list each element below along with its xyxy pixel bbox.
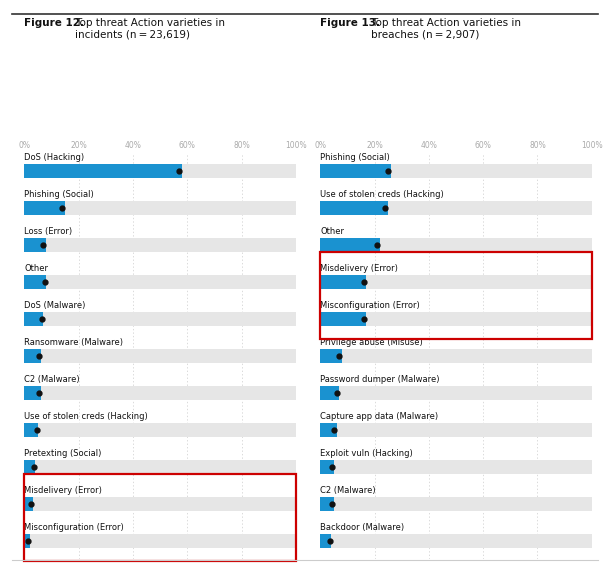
Text: Other: Other xyxy=(24,264,48,273)
Bar xyxy=(320,460,592,474)
Bar xyxy=(24,201,296,215)
Text: Misconfiguration (Error): Misconfiguration (Error) xyxy=(320,301,420,310)
Text: Figure 12.: Figure 12. xyxy=(24,18,84,28)
Text: Phishing (Social): Phishing (Social) xyxy=(24,190,94,199)
Bar xyxy=(24,386,296,400)
Text: Top threat Action varieties in
breaches (n = 2,907): Top threat Action varieties in breaches … xyxy=(371,18,521,40)
Bar xyxy=(24,201,65,215)
Bar xyxy=(24,534,296,548)
Bar xyxy=(320,386,339,400)
Text: C2 (Malware): C2 (Malware) xyxy=(320,486,376,494)
Text: Ransomware (Malware): Ransomware (Malware) xyxy=(24,338,123,347)
Text: Exploit vuln (Hacking): Exploit vuln (Hacking) xyxy=(320,449,413,458)
Bar xyxy=(24,238,296,252)
Text: Use of stolen creds (Hacking): Use of stolen creds (Hacking) xyxy=(24,412,148,421)
Bar xyxy=(320,423,337,437)
Bar xyxy=(320,349,592,363)
Bar xyxy=(24,497,296,511)
Bar xyxy=(320,497,592,511)
Bar xyxy=(24,423,38,437)
Text: Pretexting (Social): Pretexting (Social) xyxy=(24,449,102,458)
Bar xyxy=(320,275,592,289)
Bar xyxy=(24,275,296,289)
Bar xyxy=(320,201,388,215)
Text: Loss (Error): Loss (Error) xyxy=(24,227,73,236)
Bar xyxy=(320,164,592,178)
Bar xyxy=(320,423,592,437)
Bar xyxy=(24,497,32,511)
Bar xyxy=(24,386,41,400)
Bar xyxy=(24,312,296,326)
Bar xyxy=(320,164,391,178)
Bar xyxy=(320,460,334,474)
Bar xyxy=(24,534,30,548)
Bar xyxy=(320,238,592,252)
Bar xyxy=(24,460,35,474)
Bar xyxy=(320,534,592,548)
Bar xyxy=(24,312,43,326)
Bar xyxy=(320,497,334,511)
Bar xyxy=(24,275,46,289)
Bar xyxy=(320,349,342,363)
Bar xyxy=(24,423,296,437)
Bar xyxy=(320,201,592,215)
Text: Phishing (Social): Phishing (Social) xyxy=(320,153,390,162)
Bar xyxy=(24,349,41,363)
Bar xyxy=(320,252,592,339)
Bar xyxy=(320,275,367,289)
Bar xyxy=(320,312,592,326)
Text: Capture app data (Malware): Capture app data (Malware) xyxy=(320,412,439,421)
Text: Other: Other xyxy=(320,227,344,236)
Bar xyxy=(320,386,592,400)
Bar xyxy=(320,312,367,326)
Bar xyxy=(24,474,296,561)
Text: DoS (Malware): DoS (Malware) xyxy=(24,301,86,310)
Text: Misconfiguration (Error): Misconfiguration (Error) xyxy=(24,523,124,532)
Text: Privilege abuse (Misuse): Privilege abuse (Misuse) xyxy=(320,338,423,347)
Text: Password dumper (Malware): Password dumper (Malware) xyxy=(320,375,440,384)
Bar xyxy=(24,238,46,252)
Text: Use of stolen creds (Hacking): Use of stolen creds (Hacking) xyxy=(320,190,444,199)
Bar xyxy=(24,349,296,363)
Text: DoS (Hacking): DoS (Hacking) xyxy=(24,153,85,162)
Text: Top threat Action varieties in
incidents (n = 23,619): Top threat Action varieties in incidents… xyxy=(75,18,225,40)
Text: Misdelivery (Error): Misdelivery (Error) xyxy=(24,486,102,494)
Bar xyxy=(24,164,296,178)
Bar xyxy=(320,238,380,252)
Text: C2 (Malware): C2 (Malware) xyxy=(24,375,80,384)
Bar xyxy=(320,534,331,548)
Text: Backdoor (Malware): Backdoor (Malware) xyxy=(320,523,404,532)
Bar xyxy=(24,164,182,178)
Text: Misdelivery (Error): Misdelivery (Error) xyxy=(320,264,398,273)
Text: Figure 13.: Figure 13. xyxy=(320,18,380,28)
Bar xyxy=(24,460,296,474)
